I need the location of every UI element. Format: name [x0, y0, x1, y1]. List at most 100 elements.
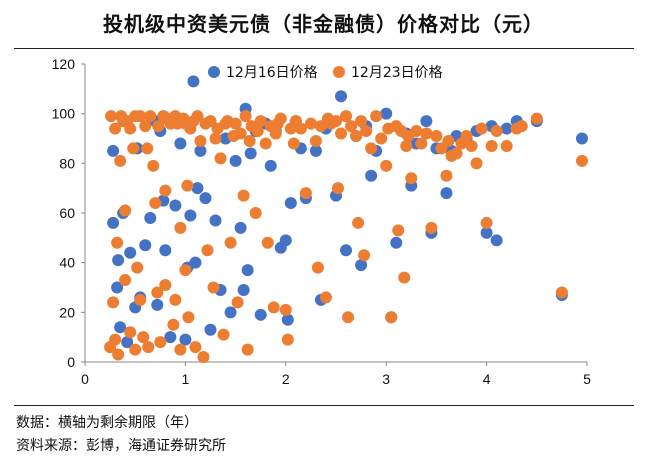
data-point-series-2 — [152, 120, 165, 133]
x-tick-label: 3 — [382, 371, 390, 387]
data-point-series-2 — [109, 333, 122, 346]
data-point-series-2 — [111, 236, 124, 249]
data-point-series-1 — [111, 281, 124, 294]
data-point-series-2 — [287, 137, 300, 150]
data-point-series-1 — [224, 306, 237, 319]
data-point-series-1 — [254, 308, 267, 321]
data-point-series-2 — [194, 134, 207, 147]
data-point-series-2 — [299, 187, 312, 200]
data-point-series-2 — [269, 127, 282, 140]
data-point-series-2 — [425, 221, 438, 234]
data-point-series-2 — [330, 115, 342, 128]
data-point-series-2 — [352, 216, 365, 229]
data-point-series-2 — [274, 112, 287, 125]
data-point-series-2 — [169, 293, 182, 306]
data-point-series-1 — [575, 132, 588, 145]
data-point-series-1 — [124, 246, 137, 259]
data-point-series-1 — [234, 221, 247, 234]
data-point-series-2 — [332, 182, 345, 195]
data-point-series-2 — [229, 117, 242, 130]
data-point-series-1 — [139, 239, 152, 252]
data-point-series-2 — [475, 122, 488, 135]
data-point-series-1 — [144, 211, 157, 224]
data-point-series-2 — [261, 236, 274, 249]
data-point-series-2 — [470, 157, 483, 170]
data-point-series-2 — [174, 343, 187, 356]
data-point-series-2 — [294, 122, 307, 135]
y-tick-label: 100 — [52, 106, 76, 122]
data-point-series-1 — [112, 254, 125, 267]
data-point-series-1 — [241, 264, 254, 277]
scatter-chart: 0 20 40 60 80 100 120 0 1 2 3 4 5 12月16日价格 12月23日价格 — [52, 56, 591, 387]
data-point-series-2 — [217, 328, 230, 341]
data-point-series-2 — [134, 110, 147, 123]
data-point-series-1 — [281, 313, 294, 326]
data-point-series-2 — [159, 184, 172, 197]
data-point-series-2 — [355, 115, 368, 128]
data-point-series-2 — [314, 120, 327, 133]
data-point-series-2 — [500, 139, 513, 152]
data-point-series-1 — [199, 192, 212, 205]
data-point-series-2 — [358, 249, 371, 262]
data-point-series-2 — [375, 132, 388, 145]
data-point-series-2 — [134, 293, 147, 306]
data-point-series-2 — [319, 291, 332, 304]
data-point-series-1 — [480, 226, 493, 239]
data-point-series-2 — [450, 147, 463, 160]
data-point-series-2 — [370, 110, 383, 123]
data-point-series-2 — [224, 236, 237, 249]
data-point-series-1 — [191, 182, 204, 195]
data-point-series-2 — [304, 117, 317, 130]
data-point-series-2 — [311, 261, 324, 274]
data-point-series-2 — [267, 301, 280, 314]
x-tick-label: 0 — [81, 371, 89, 387]
data-point-series-2 — [124, 326, 137, 339]
data-point-series-2 — [249, 207, 262, 219]
data-point-series-1 — [309, 144, 322, 157]
data-point-series-2 — [234, 127, 247, 140]
data-point-series-2 — [167, 318, 180, 331]
data-point-series-2 — [485, 139, 498, 152]
y-tick-label: 80 — [59, 155, 75, 171]
data-point-series-2 — [142, 341, 155, 354]
data-point-series-2 — [201, 244, 214, 257]
data-point-series-2 — [251, 125, 264, 138]
data-point-series-2 — [555, 286, 568, 299]
data-point-series-1 — [184, 209, 197, 222]
data-point-series-1 — [279, 234, 292, 247]
data-point-series-2 — [141, 142, 154, 155]
data-point-series-2 — [259, 137, 272, 150]
data-point-series-2 — [309, 134, 322, 147]
data-point-series-2 — [149, 197, 162, 210]
data-point-series-2 — [430, 130, 443, 143]
legend-label-series-2: 12月23日价格 — [351, 65, 443, 81]
data-point-series-2 — [480, 216, 493, 229]
data-point-series-1 — [244, 147, 257, 160]
data-point-series-1 — [390, 236, 403, 249]
data-point-series-2 — [405, 172, 418, 185]
data-point-series-2 — [114, 154, 127, 167]
data-point-series-2 — [465, 139, 478, 152]
chart-title: 投机级中资美元债（非金融债）价格对比（元） — [103, 12, 544, 36]
data-point-series-1 — [151, 298, 164, 311]
data-point-series-2 — [151, 286, 164, 299]
data-point-series-2 — [179, 264, 192, 277]
data-point-series-2 — [107, 296, 120, 309]
data-point-series-2 — [174, 221, 187, 234]
data-point-series-2 — [144, 110, 157, 123]
data-point-series-2 — [340, 110, 353, 123]
data-point-series-2 — [281, 333, 294, 346]
data-note: 数据：横轴为剩余期限（年） — [16, 415, 198, 431]
data-point-series-1 — [121, 336, 134, 349]
data-point-series-2 — [398, 271, 411, 284]
data-point-series-2 — [127, 142, 140, 155]
data-point-series-2 — [400, 139, 413, 152]
data-point-series-2 — [119, 204, 132, 217]
data-point-series-2 — [154, 336, 167, 349]
data-point-series-2 — [345, 120, 358, 133]
data-point-series-1 — [420, 115, 433, 128]
data-point-series-1 — [490, 234, 503, 247]
data-point-series-2 — [112, 348, 125, 361]
data-point-series-2 — [360, 125, 373, 138]
data-point-series-1 — [264, 159, 277, 172]
